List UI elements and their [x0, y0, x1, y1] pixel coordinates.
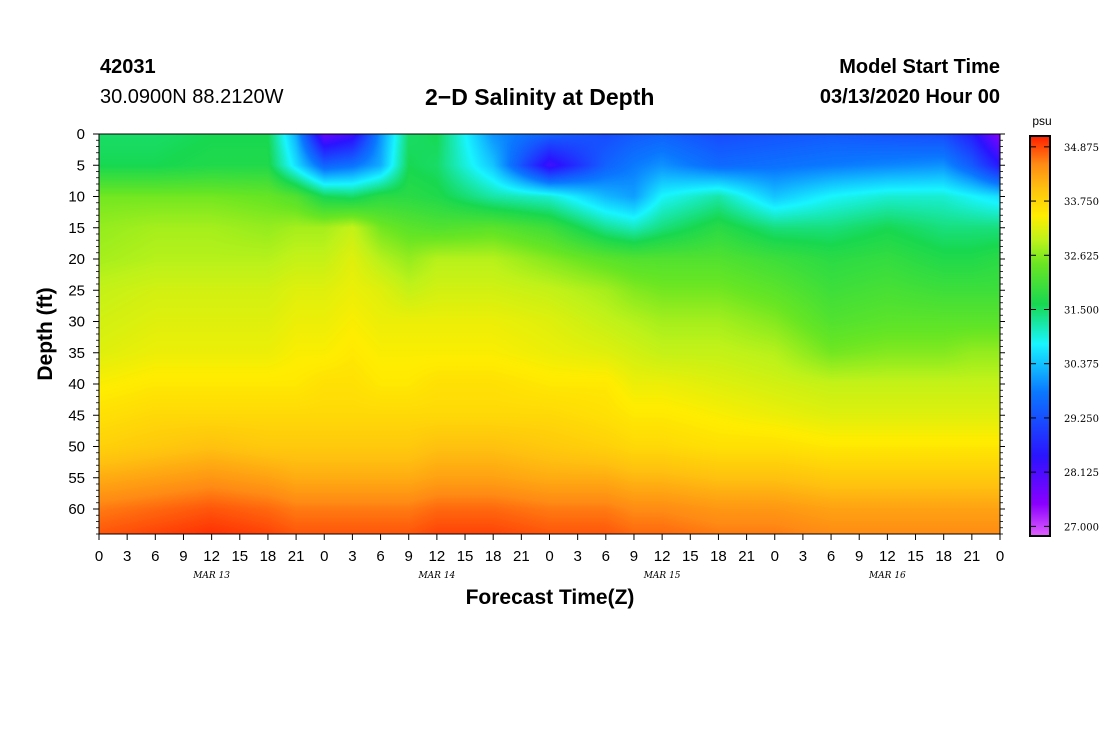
x-tick-label: 6	[602, 548, 610, 565]
x-tick-label: 0	[95, 548, 103, 565]
x-tick-label: 21	[964, 548, 981, 565]
x-tick-label: 6	[827, 548, 835, 565]
colorbar-tick-label: 29.250	[1064, 414, 1099, 425]
y-tick-label: 0	[77, 126, 85, 143]
x-tick-label: 0	[320, 548, 328, 565]
y-tick-label: 35	[68, 345, 85, 362]
x-tick-label: 6	[151, 548, 159, 565]
x-tick-label: 0	[996, 548, 1004, 565]
heatmap	[99, 134, 1000, 534]
y-tick-label: 45	[68, 407, 85, 424]
x-tick-label: 18	[485, 548, 502, 565]
colorbar-tick-label: 32.625	[1064, 251, 1099, 262]
model-start-label: Model Start Time	[839, 56, 1000, 78]
x-tick-label: 12	[429, 548, 446, 565]
x-tick-label: 18	[935, 548, 952, 565]
y-tick-label: 15	[68, 220, 85, 237]
colorbar-tick-label: 30.375	[1064, 360, 1099, 371]
x-tick-label: 3	[799, 548, 807, 565]
x-tick-label: 21	[738, 548, 755, 565]
y-tick-label: 25	[68, 282, 85, 299]
y-tick-label: 20	[68, 251, 85, 268]
x-tick-label: 12	[879, 548, 896, 565]
y-tick-label: 50	[68, 439, 85, 456]
x-tick-label: 15	[907, 548, 924, 565]
x-tick-label: 18	[710, 548, 727, 565]
x-tick-label: 15	[231, 548, 248, 565]
x-tick-label: 15	[457, 548, 474, 565]
colorbar-unit: psu	[1032, 114, 1051, 128]
y-axis-label: Depth (ft)	[34, 287, 57, 380]
salinity-heatmap-image	[99, 134, 1000, 534]
x-tick-label: 3	[573, 548, 581, 565]
day-label: MAR 16	[868, 571, 906, 581]
day-label: MAR 15	[643, 571, 681, 581]
station-id: 42031	[100, 56, 156, 78]
x-tick-label: 6	[376, 548, 384, 565]
colorbar-scale	[1029, 135, 1051, 537]
x-tick-label: 12	[654, 548, 671, 565]
x-tick-label: 3	[348, 548, 356, 565]
x-axis: 0 3 6 9 12 15 18 21 0 3 6 9 12 15 18 21 0 3 6 9 12 15 18 21 0 3 6 9…	[95, 534, 1004, 581]
x-tick-label: 9	[405, 548, 413, 565]
y-tick-label: 5	[77, 157, 85, 174]
colorbar: psu 34.875 33.750 32.625 31.500 30.375 29.250…	[1029, 114, 1099, 537]
x-tick-label: 3	[123, 548, 131, 565]
y-tick-label: 55	[68, 470, 85, 487]
colorbar-tick-label: 34.875	[1064, 143, 1099, 154]
station-location: 30.0900N 88.2120W	[100, 86, 284, 108]
day-label: MAR 14	[417, 571, 455, 581]
model-start-value: 03/13/2020 Hour 00	[819, 86, 1000, 108]
colorbar-tick-label: 33.750	[1064, 197, 1099, 208]
x-tick-label: 15	[682, 548, 699, 565]
x-tick-label: 21	[513, 548, 530, 565]
chart-title: 2−D Salinity at Depth	[425, 84, 655, 110]
y-tick-label: 30	[68, 314, 85, 331]
colorbar-tick-label: 28.125	[1064, 468, 1099, 479]
x-tick-label: 0	[545, 548, 553, 565]
colorbar-tick-label: 27.000	[1064, 522, 1099, 533]
x-tick-label: 0	[771, 548, 779, 565]
x-tick-label: 9	[179, 548, 187, 565]
y-tick-label: 40	[68, 376, 85, 393]
x-tick-label: 9	[855, 548, 863, 565]
colorbar-tick-label: 31.500	[1064, 305, 1099, 316]
y-tick-label: 60	[68, 501, 85, 518]
x-tick-label: 18	[260, 548, 277, 565]
day-label: MAR 13	[192, 571, 230, 581]
x-tick-label: 21	[288, 548, 305, 565]
x-axis-label: Forecast Time(Z)	[466, 586, 635, 609]
y-axis: 0 5 10 15 20 25 30 35 40 45 50 55 60	[68, 126, 1005, 535]
y-tick-label: 10	[68, 189, 85, 206]
x-tick-label: 9	[630, 548, 638, 565]
x-tick-label: 12	[203, 548, 220, 565]
